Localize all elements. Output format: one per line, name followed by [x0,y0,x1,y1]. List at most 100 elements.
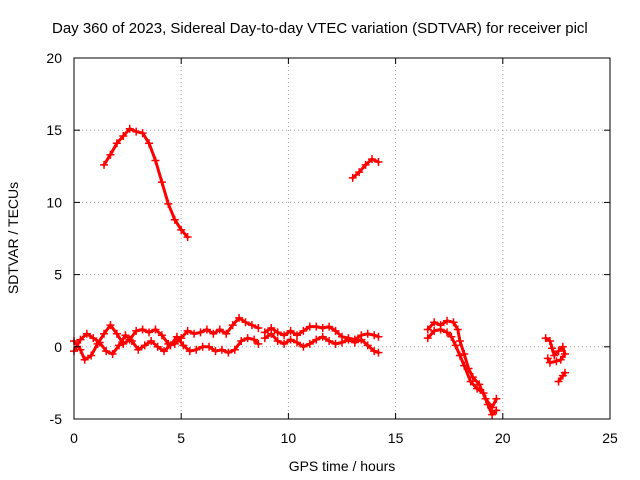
data-point [127,337,136,346]
data-point [215,325,224,334]
data-point [344,335,353,344]
data-point [443,328,452,337]
data-point [267,329,276,338]
data-point [423,325,432,334]
data-point [280,331,289,340]
data-point [190,329,199,338]
data-point [318,324,327,333]
data-point [554,377,563,386]
data-point [475,380,484,389]
data-point [95,338,104,347]
data-point [292,331,301,340]
data-point [488,410,497,419]
data-point [374,348,383,357]
data-point [361,160,370,169]
x-tick-label: 0 [70,430,78,446]
data-point [147,337,156,346]
data-point [243,334,252,343]
data-point [164,199,173,208]
data-point [192,345,201,354]
data-point [331,339,340,348]
data-point [541,334,550,343]
data-point [121,331,130,340]
data-point [237,337,246,346]
x-tick-label: 15 [388,430,404,446]
data-point [331,326,340,335]
data-point [543,354,552,363]
data-point [548,344,557,353]
data-point [449,318,458,327]
data-point [108,350,117,359]
data-point [177,225,186,234]
series-line [72,316,260,362]
data-point [443,316,452,325]
series-track-a [100,124,192,242]
data-point [76,345,85,354]
data-point [554,347,563,356]
data-point [273,328,282,337]
series-track-e2 [554,368,569,386]
data-point [545,358,554,367]
data-point [368,155,377,164]
data-point [185,347,194,356]
series-line [426,328,498,417]
data-point [140,341,149,350]
data-point [224,348,233,357]
x-tick-label: 20 [495,430,511,446]
data-point [483,400,492,409]
series-track-c3 [260,322,383,344]
data-point [157,178,166,187]
data-point [423,334,432,343]
data-point [357,335,366,344]
data-point [222,329,231,338]
data-point [134,345,143,354]
series-track-c4 [260,329,383,357]
data-point [299,342,308,351]
data-point [179,341,188,350]
data-point [250,335,259,344]
data-point [370,347,379,356]
data-point [260,334,269,343]
data-point [151,156,160,165]
data-point [430,318,439,327]
x-axis-label: GPS time / hours [289,458,396,474]
data-point [132,326,141,335]
data-point [273,337,282,346]
y-axis-label: SDTVAR / TECUs [5,182,21,294]
x-tick-label: 10 [281,430,297,446]
data-point [556,355,565,364]
data-point [254,339,263,348]
data-point [473,384,482,393]
data-point [228,321,237,330]
data-point [374,157,383,166]
data-point [106,150,115,159]
data-point [338,338,346,347]
data-point [153,342,162,351]
data-point [112,329,121,338]
data-point [363,341,372,350]
y-tick-label: 15 [46,122,62,138]
data-point [151,325,160,334]
data-point [453,325,462,334]
data-point [430,326,439,335]
y-tick-label: -5 [50,411,63,427]
data-point [102,347,111,356]
axis-ticks: 0 5 10 15 20 25 -5 0 5 10 15 20 [46,50,618,446]
data-point [460,361,469,370]
data-point [100,160,109,169]
series-track-e [541,334,569,367]
y-tick-label: 0 [54,339,62,355]
data-point [560,368,569,377]
data-point [160,347,169,356]
data-point [115,341,124,350]
data-point [492,406,501,415]
data-point [545,337,554,346]
data-point [241,318,250,327]
data-point [318,332,327,341]
data-point [76,335,85,344]
data-point [183,326,192,335]
plot-frame [73,57,611,420]
data-point [119,131,128,140]
data-point [183,233,192,242]
data-point [157,331,166,340]
